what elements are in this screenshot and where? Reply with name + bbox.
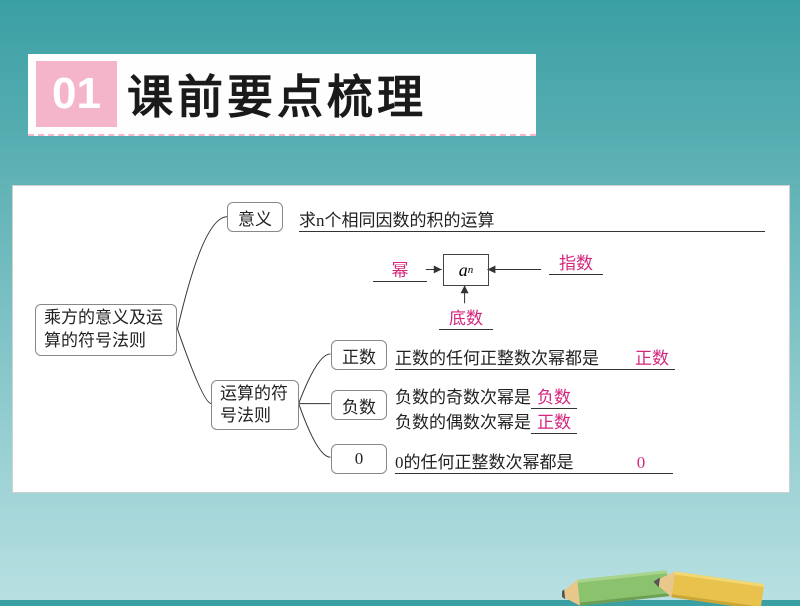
formula-base: a: [459, 260, 468, 281]
neg-even-fill: 正数: [531, 408, 577, 434]
zero-text: 0的任何正整数次幂都是: [395, 453, 574, 472]
formula-exponent: n: [468, 264, 474, 276]
neg-odd-fill: 负数: [531, 383, 577, 409]
positive-rule-line: 正数的任何正整数次幂都是 正数: [395, 344, 675, 370]
neg-odd-text: 负数的奇数次幂是: [395, 388, 531, 407]
exponent-label: 指数: [549, 249, 603, 275]
power-label: 幂: [373, 256, 427, 282]
zero-node: 0: [331, 444, 387, 474]
neg-even-text: 负数的偶数次幂是: [395, 413, 531, 432]
neg-even-rule-line: 负数的偶数次幂是正数: [395, 408, 577, 434]
meaning-node: 意义: [227, 202, 283, 232]
meaning-text-line: 求n个相同因数的积的运算: [299, 206, 769, 232]
concept-map-panel: 乘方的意义及运算的符号法则 意义 求n个相同因数的积的运算 幂 an 指数 底数…: [12, 185, 790, 493]
calc-rule-node: 运算的符号法则: [211, 380, 299, 430]
zero-fill: 0: [609, 453, 673, 474]
zero-rule-line: 0的任何正整数次幂都是 0: [395, 448, 673, 474]
pos-text: 正数的任何正整数次幂都是: [395, 349, 599, 368]
section-number: 01: [36, 61, 117, 127]
base-label: 底数: [439, 304, 493, 330]
header-banner: 01 课前要点梳理: [28, 54, 536, 136]
pos-fill: 正数: [629, 344, 675, 370]
positive-node: 正数: [331, 340, 387, 370]
section-title: 课前要点梳理: [127, 61, 427, 127]
neg-odd-rule-line: 负数的奇数次幂是负数: [395, 383, 577, 409]
meaning-text: 求n个相同因数的积的运算: [299, 211, 495, 230]
negative-node: 负数: [331, 390, 387, 420]
pencils-decoration: [562, 510, 782, 606]
root-node: 乘方的意义及运算的符号法则: [35, 304, 177, 356]
formula-box: an: [443, 254, 489, 286]
